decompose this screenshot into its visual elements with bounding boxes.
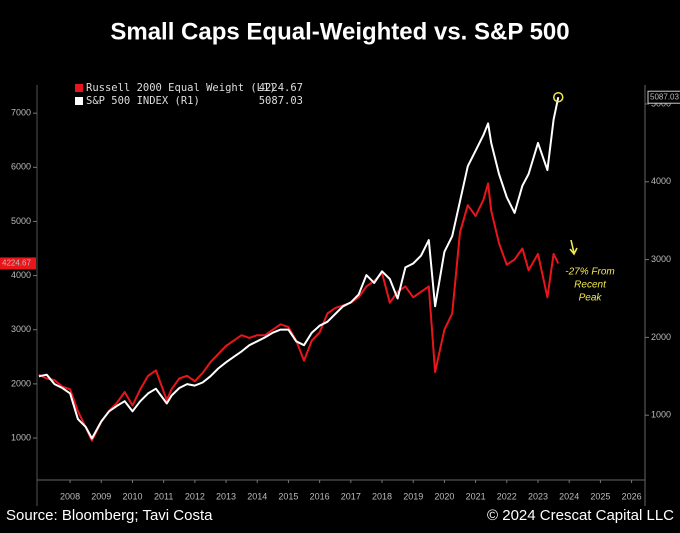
axis-tag (0, 257, 36, 270)
legend-swatch (75, 97, 83, 105)
axis-tag (647, 90, 680, 104)
x-tick-label: 2011 (154, 491, 173, 501)
x-tick-label: 2021 (466, 491, 486, 501)
x-tick-label: 2014 (247, 491, 267, 501)
x-tick-label: 2024 (559, 491, 579, 501)
source: Source: Bloomberg; Tavi Costa (6, 507, 213, 524)
copyright: © 2024 Crescat Capital LLC (487, 507, 674, 524)
legend-swatch (75, 84, 83, 92)
x-tick-label: 2025 (590, 491, 610, 501)
y2-tick-label: 4000 (651, 176, 671, 186)
annotation-arrow (569, 239, 578, 256)
legend-value: 5087.03 (259, 95, 303, 107)
x-tick-label: 2012 (185, 491, 205, 501)
chart-title: Small Caps Equal-Weighted vs. S&P 500 (110, 18, 569, 45)
end-marker (553, 91, 564, 103)
legend-label: Russell 2000 Equal Weight (L1) (86, 82, 276, 94)
axis-tag-label: 4224.67 (2, 259, 31, 268)
x-tick-label: 2017 (341, 491, 361, 501)
x-tick-label: 2010 (122, 491, 142, 501)
x-tick-label: 2016 (310, 491, 330, 501)
y2-tick-label: 1000 (651, 410, 671, 420)
y-tick-label: 5000 (11, 216, 31, 226)
x-tick-label: 2023 (528, 491, 548, 501)
legend-label: S&P 500 INDEX (R1) (86, 95, 200, 107)
x-tick-label: 2013 (216, 491, 236, 501)
x-tick-label: 2026 (622, 491, 642, 501)
y2-tick-label: 3000 (651, 254, 671, 264)
y-tick-label: 3000 (11, 324, 31, 334)
series-line (38, 96, 560, 440)
y-tick-label: 6000 (11, 162, 31, 172)
x-tick-label: 2019 (403, 491, 423, 501)
axis-tag-label: 5087.03 (650, 92, 679, 101)
y-tick-label: 4000 (11, 270, 31, 280)
x-tick-label: 2018 (372, 491, 392, 501)
annotation-text: Peak (579, 293, 603, 304)
x-tick-label: 2009 (91, 491, 111, 501)
x-tick-label: 2008 (60, 491, 80, 501)
x-tick-label: 2022 (497, 491, 517, 501)
annotation-text: Recent (574, 280, 607, 291)
legend-value: 4224.67 (259, 82, 303, 94)
series-line (38, 182, 560, 442)
y2-tick-label: 2000 (651, 332, 671, 342)
y-tick-label: 2000 (11, 378, 31, 388)
y-tick-label: 7000 (11, 108, 31, 118)
x-tick-label: 2015 (278, 491, 298, 501)
y-tick-label: 1000 (11, 432, 31, 442)
annotation-text: -27% From (565, 267, 614, 278)
x-tick-label: 2020 (434, 491, 454, 501)
